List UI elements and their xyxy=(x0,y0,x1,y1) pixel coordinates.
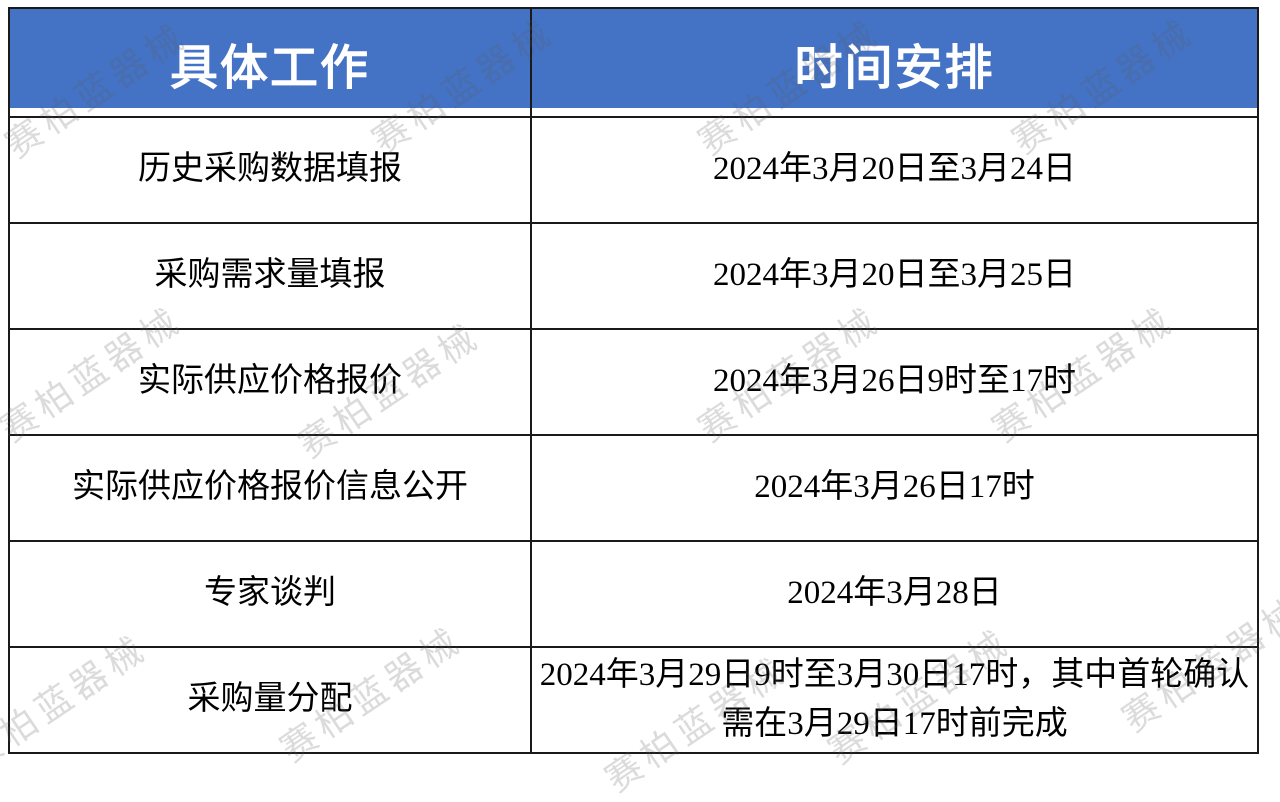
column-header-time: 时间安排 xyxy=(530,7,1259,118)
schedule-table: 具体工作 时间安排 历史采购数据填报 2024年3月20日至3月24日 采购需求… xyxy=(8,7,1259,754)
table-row: 历史采购数据填报 2024年3月20日至3月24日 xyxy=(8,116,1259,224)
column-header-task: 具体工作 xyxy=(8,7,532,118)
time-cell: 2024年3月28日 xyxy=(530,540,1259,648)
task-cell: 采购需求量填报 xyxy=(8,222,532,330)
table-row: 实际供应价格报价信息公开 2024年3月26日17时 xyxy=(8,434,1259,542)
time-cell: 2024年3月20日至3月25日 xyxy=(530,222,1259,330)
task-cell: 采购量分配 xyxy=(8,646,532,754)
task-cell: 专家谈判 xyxy=(8,540,532,648)
time-cell: 2024年3月26日9时至17时 xyxy=(530,328,1259,436)
time-cell: 2024年3月29日9时至3月30日17时，其中首轮确认 需在3月29日17时前… xyxy=(530,646,1259,754)
task-cell: 实际供应价格报价 xyxy=(8,328,532,436)
table-row: 实际供应价格报价 2024年3月26日9时至17时 xyxy=(8,328,1259,436)
table-row: 专家谈判 2024年3月28日 xyxy=(8,540,1259,648)
time-cell: 2024年3月26日17时 xyxy=(530,434,1259,542)
header-row: 具体工作 时间安排 xyxy=(8,7,1259,118)
table-row: 采购量分配 2024年3月29日9时至3月30日17时，其中首轮确认 需在3月2… xyxy=(8,646,1259,754)
schedule-table-container: 具体工作 时间安排 历史采购数据填报 2024年3月20日至3月24日 采购需求… xyxy=(8,7,1259,754)
time-cell: 2024年3月20日至3月24日 xyxy=(530,116,1259,224)
table-row: 采购需求量填报 2024年3月20日至3月25日 xyxy=(8,222,1259,330)
task-cell: 历史采购数据填报 xyxy=(8,116,532,224)
task-cell: 实际供应价格报价信息公开 xyxy=(8,434,532,542)
